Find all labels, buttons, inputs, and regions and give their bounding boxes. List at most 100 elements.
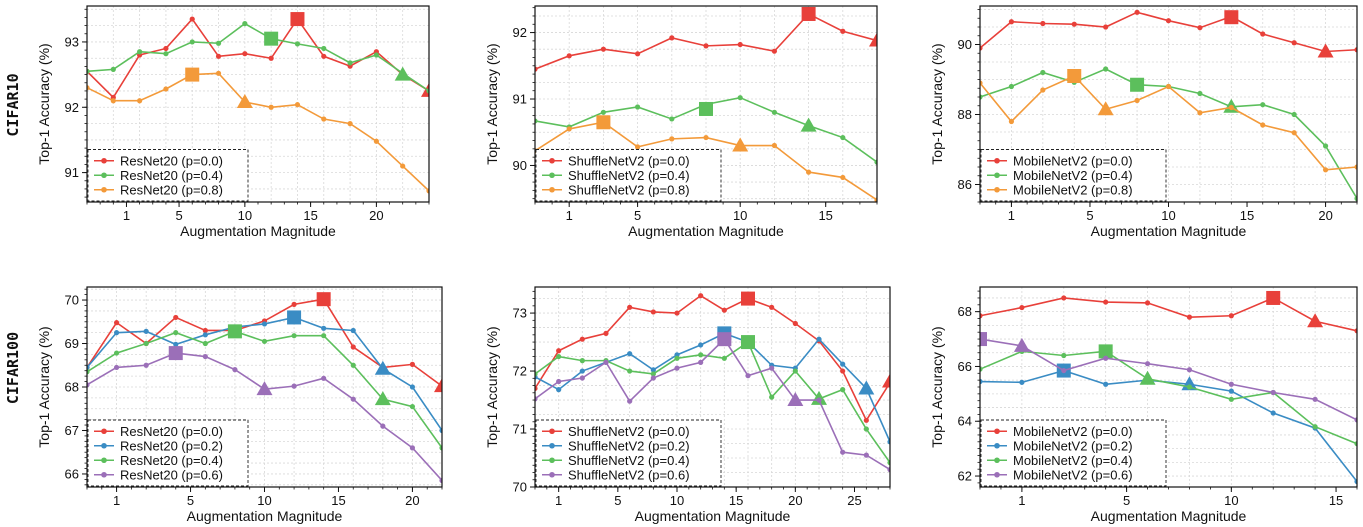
data-point: [669, 35, 675, 41]
y-tick-label: 86: [958, 177, 972, 192]
data-point: [1061, 295, 1067, 301]
y-tick-label: 91: [513, 92, 527, 107]
x-tick-label: 5: [187, 493, 194, 508]
legend-swatch-point: [549, 428, 555, 435]
data-point: [1228, 313, 1234, 319]
data-point: [242, 51, 248, 57]
legend-swatch-point: [101, 442, 107, 449]
data-point: [1103, 24, 1109, 30]
row-label-cifar10: CIFAR10: [4, 73, 22, 136]
y-tick-label: 62: [958, 469, 972, 484]
data-point: [380, 423, 386, 429]
end-marker-triangle: [1317, 43, 1334, 58]
data-point: [87, 369, 90, 375]
data-point: [635, 51, 641, 57]
best-marker-square: [980, 332, 987, 347]
end-marker-triangle: [732, 137, 749, 152]
data-point: [1354, 47, 1357, 53]
data-point: [137, 49, 143, 55]
data-point: [579, 375, 585, 381]
legend: ResNet20 (p=0.0)ResNet20 (p=0.4)ResNet20…: [87, 149, 249, 202]
data-point: [189, 16, 195, 22]
data-point: [268, 55, 274, 61]
data-point: [409, 403, 416, 410]
data-point: [1144, 361, 1151, 367]
data-point: [635, 144, 641, 150]
data-point: [400, 163, 406, 169]
data-point: [840, 174, 846, 181]
end-marker-triangle: [1097, 101, 1114, 116]
x-tick-label: 20: [1318, 208, 1332, 223]
data-point: [1260, 102, 1266, 108]
x-tick-label: 5: [634, 208, 641, 223]
data-point: [1071, 21, 1077, 27]
y-tick-label: 69: [65, 336, 79, 351]
best-marker-square: [699, 101, 713, 116]
data-point: [674, 355, 680, 361]
data-point: [215, 70, 222, 76]
data-point: [1322, 167, 1329, 173]
data-point: [698, 293, 704, 299]
data-point: [261, 338, 268, 344]
data-point: [1061, 352, 1067, 359]
data-point: [579, 358, 585, 364]
legend-entry: ResNet20 (p=0.0): [120, 424, 223, 439]
x-tick-label: 10: [733, 208, 747, 223]
series-3: [980, 332, 1357, 423]
data-point: [579, 368, 585, 374]
data-point: [771, 142, 778, 149]
data-point: [863, 417, 869, 423]
data-point: [409, 445, 416, 451]
data-point: [535, 66, 538, 72]
y-axis-label: Top-1 Accuracy (%): [929, 326, 945, 447]
y-axis-label: Top-1 Accuracy (%): [36, 43, 52, 164]
data-point: [87, 68, 90, 74]
data-point: [703, 134, 709, 141]
legend: MobileNetV2 (p=0.0)MobileNetV2 (p=0.4)Mo…: [980, 149, 1167, 202]
plot-frame: [534, 5, 878, 203]
plot-frame: [86, 5, 430, 203]
data-point: [1354, 441, 1357, 447]
data-point: [874, 197, 877, 202]
data-point: [113, 330, 120, 336]
data-point: [627, 351, 633, 357]
y-tick-label: 66: [65, 466, 79, 481]
data-point: [980, 80, 983, 86]
data-point: [1134, 97, 1140, 104]
x-tick-label: 20: [405, 493, 419, 508]
y-tick-label: 64: [958, 414, 972, 429]
series-1: [87, 21, 429, 94]
data-point: [650, 309, 656, 315]
data-point: [1291, 40, 1297, 46]
legend-swatch-point: [549, 457, 555, 464]
data-point: [566, 53, 572, 59]
data-point: [350, 362, 356, 368]
data-point: [232, 367, 238, 373]
best-marker-square: [717, 332, 732, 347]
data-point: [863, 426, 869, 432]
legend-swatch-point: [549, 157, 555, 164]
x-axis-label: Augmentation Magnitude: [635, 508, 791, 524]
legend-entry: ShuffleNetV2 (p=0.0): [568, 424, 690, 439]
data-point: [1322, 143, 1329, 149]
series-line: [535, 332, 890, 443]
data-point: [321, 325, 327, 331]
data-point: [535, 396, 538, 402]
x-tick-label: 10: [670, 493, 684, 508]
y-axis-label: Top-1 Accuracy (%): [484, 43, 500, 164]
y-tick-label: 73: [513, 306, 527, 321]
data-point: [163, 51, 169, 57]
legend-box: [535, 419, 722, 487]
series-line: [980, 297, 1357, 332]
data-point: [1354, 478, 1357, 485]
x-tick-label: 10: [1161, 208, 1175, 223]
end-marker-triangle: [858, 380, 875, 395]
data-point: [1103, 381, 1109, 387]
data-point: [745, 373, 751, 379]
series-2: [87, 67, 429, 194]
best-marker-square: [185, 67, 200, 82]
legend-entry: MobileNetV2 (p=0.2): [1013, 438, 1133, 453]
